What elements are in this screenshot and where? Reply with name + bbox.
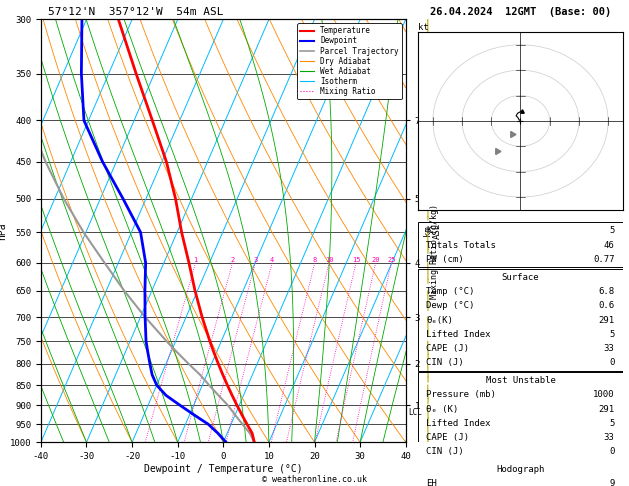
Text: 57°12'N  357°12'W  54m ASL: 57°12'N 357°12'W 54m ASL	[48, 7, 224, 17]
Text: Temp (°C): Temp (°C)	[426, 287, 475, 296]
Text: 33: 33	[604, 344, 615, 353]
Text: 6.8: 6.8	[598, 287, 615, 296]
Text: 0: 0	[609, 358, 615, 367]
Text: 5: 5	[609, 419, 615, 428]
Text: CIN (J): CIN (J)	[426, 358, 464, 367]
Text: 0: 0	[609, 448, 615, 456]
Text: 20: 20	[372, 257, 380, 263]
Y-axis label: hPa: hPa	[0, 222, 7, 240]
Bar	[418, 269, 623, 371]
X-axis label: Dewpoint / Temperature (°C): Dewpoint / Temperature (°C)	[144, 464, 303, 474]
Text: 291: 291	[598, 315, 615, 325]
Text: Surface: Surface	[502, 273, 539, 282]
Text: LCL: LCL	[408, 408, 422, 417]
Text: kt: kt	[418, 23, 429, 32]
Text: PW (cm): PW (cm)	[426, 255, 464, 264]
Text: 1000: 1000	[593, 390, 615, 399]
Text: 0.6: 0.6	[598, 301, 615, 310]
Text: 9: 9	[609, 479, 615, 486]
Text: Mixing Ratio (g/kg): Mixing Ratio (g/kg)	[430, 205, 438, 299]
Text: Lifted Index: Lifted Index	[426, 330, 491, 339]
Text: 46: 46	[604, 241, 615, 250]
Text: 25: 25	[387, 257, 396, 263]
Bar	[418, 461, 623, 486]
Text: 3: 3	[253, 257, 257, 263]
Text: © weatheronline.co.uk: © weatheronline.co.uk	[262, 474, 367, 484]
Text: Hodograph: Hodograph	[496, 465, 545, 474]
Text: 5: 5	[609, 226, 615, 236]
Text: 0.77: 0.77	[593, 255, 615, 264]
Text: Most Unstable: Most Unstable	[486, 376, 555, 385]
Text: Pressure (mb): Pressure (mb)	[426, 390, 496, 399]
Text: 10: 10	[325, 257, 333, 263]
Text: Lifted Index: Lifted Index	[426, 419, 491, 428]
Text: Totals Totals: Totals Totals	[426, 241, 496, 250]
Text: 1: 1	[194, 257, 198, 263]
Text: Dewp (°C): Dewp (°C)	[426, 301, 475, 310]
Text: 8: 8	[313, 257, 317, 263]
Text: 5: 5	[609, 330, 615, 339]
Text: θₑ (K): θₑ (K)	[426, 404, 459, 414]
Text: 26.04.2024  12GMT  (Base: 00): 26.04.2024 12GMT (Base: 00)	[430, 7, 611, 17]
Text: EH: EH	[426, 479, 437, 486]
Text: 33: 33	[604, 433, 615, 442]
Bar	[418, 372, 623, 460]
Text: CAPE (J): CAPE (J)	[426, 433, 469, 442]
Text: CAPE (J): CAPE (J)	[426, 344, 469, 353]
Text: 15: 15	[352, 257, 360, 263]
Text: 4: 4	[270, 257, 274, 263]
Text: 2: 2	[230, 257, 235, 263]
Text: 291: 291	[598, 404, 615, 414]
Legend: Temperature, Dewpoint, Parcel Trajectory, Dry Adiabat, Wet Adiabat, Isotherm, Mi: Temperature, Dewpoint, Parcel Trajectory…	[298, 23, 402, 99]
Y-axis label: km
ASL: km ASL	[423, 223, 442, 239]
Text: CIN (J): CIN (J)	[426, 448, 464, 456]
Bar	[418, 223, 623, 267]
Text: θₑ(K): θₑ(K)	[426, 315, 454, 325]
Text: K: K	[426, 226, 432, 236]
